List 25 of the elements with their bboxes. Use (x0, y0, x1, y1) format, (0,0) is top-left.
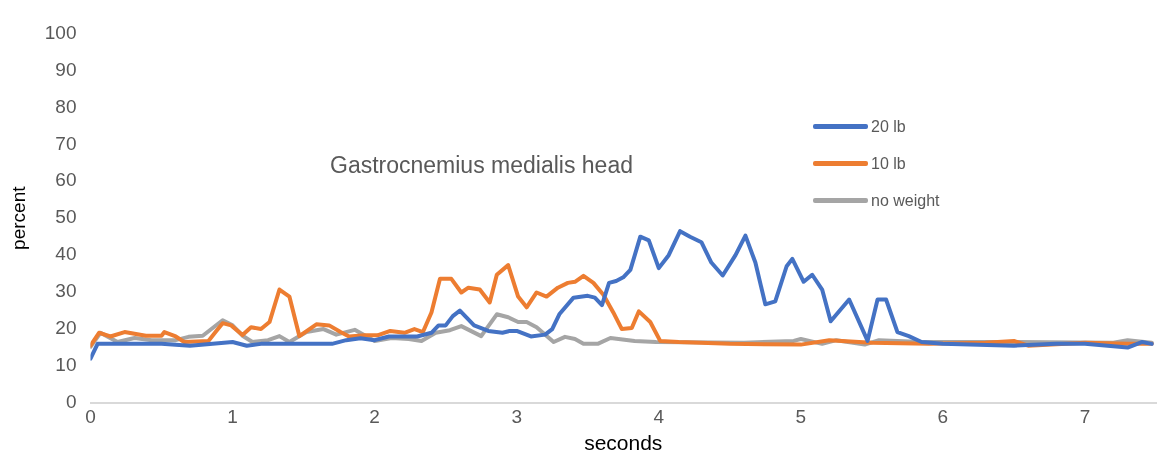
x-tick-label: 5 (795, 405, 807, 427)
y-tick-label: 100 (44, 21, 77, 43)
y-tick-label: 90 (55, 58, 77, 80)
x-tick-label: 1 (227, 405, 238, 427)
y-tick-label: 20 (55, 317, 77, 339)
y-tick-label: 30 (55, 280, 77, 302)
x-tick-label: 0 (85, 405, 96, 427)
y-tick-label: 60 (55, 169, 77, 191)
y-axis-title: percent (7, 185, 29, 250)
legend-label: 20 lb (871, 117, 906, 136)
y-tick-label: 0 (65, 391, 77, 413)
text: Gastrocnemius medialis head (330, 152, 633, 179)
y-tick-label: 50 (55, 206, 77, 228)
x-tick-label: 7 (1079, 405, 1091, 427)
y-tick-label: 10 (55, 354, 77, 376)
legend-label: no weight (871, 191, 940, 210)
y-tick-label: 40 (55, 243, 77, 265)
x-tick-label: 4 (653, 405, 665, 427)
x-axis-title: seconds (584, 431, 663, 455)
x-tick-label: 6 (937, 405, 949, 427)
x-tick-label: 3 (511, 405, 522, 427)
legend-label: 10 lb (871, 154, 906, 173)
y-tick-label: 80 (55, 95, 77, 117)
x-tick-label: 2 (369, 405, 380, 427)
y-tick-label: 70 (55, 132, 77, 154)
